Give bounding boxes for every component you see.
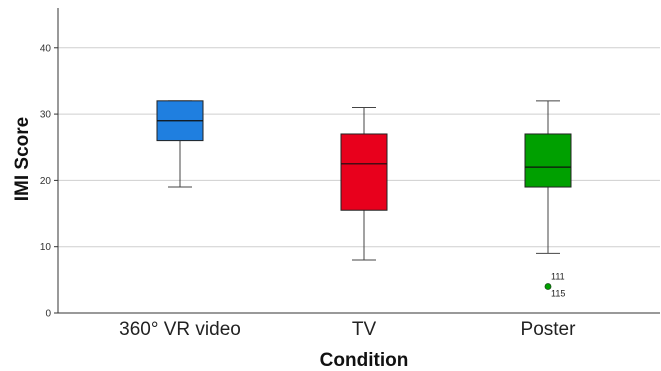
- box-group: 111 115: [524, 100, 572, 298]
- y-tick-labels: 0 10 20 30 40: [40, 43, 52, 319]
- outlier-point: [544, 283, 552, 290]
- y-tick-label: 20: [40, 176, 52, 187]
- y-tick-label: 40: [40, 43, 52, 54]
- outlier-label: 115: [551, 288, 565, 298]
- x-tick-label: TV: [352, 319, 377, 340]
- x-tick-labels: 360° VR video TV Poster: [119, 319, 576, 340]
- box-iqr: [524, 133, 572, 188]
- box-group: [340, 106, 388, 261]
- box-group: [156, 100, 204, 188]
- boxes: 111 115: [156, 100, 572, 298]
- x-tick-label: Poster: [521, 319, 577, 340]
- axes: [57, 8, 660, 314]
- y-axis-title: IMI Score: [12, 117, 33, 201]
- y-tick-label: 0: [45, 309, 51, 320]
- box-iqr: [340, 133, 388, 211]
- y-tick-label: 30: [40, 110, 52, 121]
- x-tick-label: 360° VR video: [119, 319, 241, 340]
- y-tick-label: 10: [40, 242, 52, 253]
- x-axis-title: Condition: [320, 350, 409, 371]
- outlier-label: 111: [551, 271, 565, 281]
